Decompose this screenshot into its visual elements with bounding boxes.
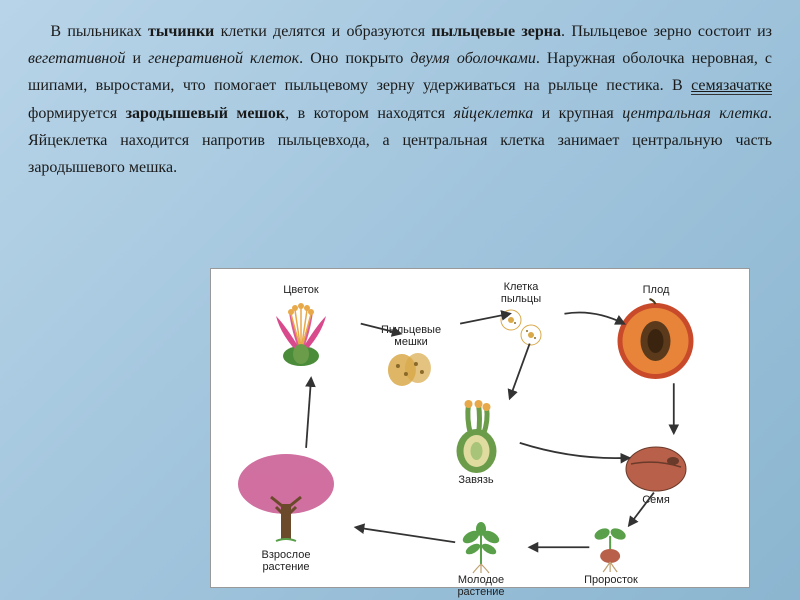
node-label: Молодое (456, 574, 506, 586)
text-run: клетки делятся и образуются (214, 23, 431, 40)
node-label: Взрослое (231, 549, 341, 561)
text-run: . Пыльцевое зерно состоит из (561, 23, 772, 40)
node-label: Клетка (496, 281, 546, 293)
text-run: генеративной клеток (148, 50, 299, 67)
text-run: яйцеклетка (454, 105, 534, 122)
node-ovary: Завязь (449, 399, 504, 486)
node-sprout: Проросток (584, 524, 638, 586)
node-label: растение (456, 586, 506, 598)
text-run: двумя оболочками (410, 50, 535, 67)
text-run: формируется (28, 105, 126, 122)
text-run: и крупная (533, 105, 622, 122)
text-run: , в котором находятся (285, 105, 453, 122)
node-label: Цветок (261, 284, 341, 296)
text-run: вегетативной (28, 50, 125, 67)
node-fruit: Плод (614, 284, 699, 381)
text-run: В пыльниках (50, 23, 148, 40)
node-label: пыльцы (496, 293, 546, 305)
node-label: Плод (614, 284, 699, 296)
text-run: и (125, 50, 148, 67)
node-label: Семя (621, 494, 691, 506)
text-run: центральная клетка (622, 105, 768, 122)
lifecycle-diagram: Цветок Клеткапыльцы Плод Пыльцевыемешки (210, 268, 750, 588)
node-flower: Цветок (261, 284, 341, 371)
text-run: пыльцевые зерна (431, 23, 561, 40)
node-pollen_cell: Клеткапыльцы (496, 281, 546, 350)
node-adult_plant: Взрослоерастение (231, 449, 341, 573)
paragraph: В пыльниках тычинки клетки делятся и обр… (0, 0, 800, 181)
node-label: Завязь (449, 474, 504, 486)
node-label: Пыльцевые (381, 324, 441, 336)
node-label: мешки (381, 336, 441, 348)
text-run: тычинки (148, 23, 214, 40)
node-label: растение (231, 561, 341, 573)
node-pollen_sacs: Пыльцевыемешки (381, 324, 441, 393)
text-run: зародышевый мешок (126, 105, 286, 122)
node-young_plant: Молодоерастение (456, 519, 506, 598)
node-seed: Семя (621, 439, 691, 506)
text-run: . Оно покрыто (299, 50, 410, 67)
text-run: семязачатке (691, 77, 772, 95)
node-label: Проросток (584, 574, 638, 586)
